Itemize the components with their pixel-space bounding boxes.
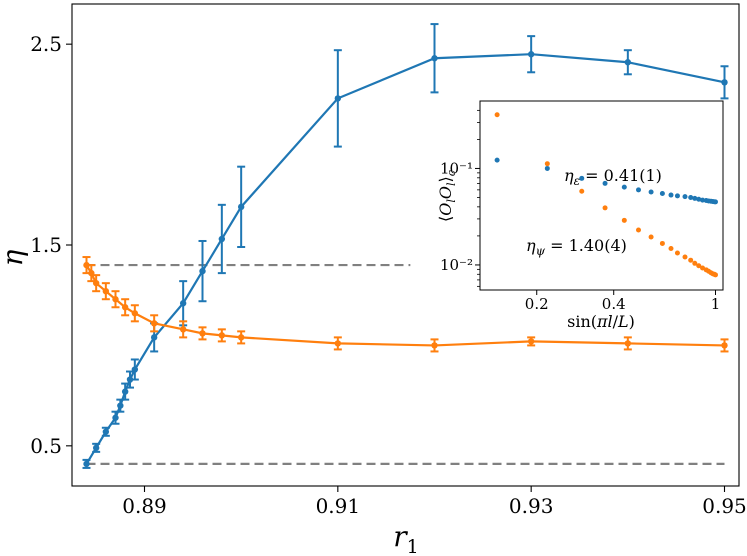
psi-inset-point: [692, 260, 698, 266]
psi-inset-point: [712, 272, 718, 278]
orange-data-point: [431, 342, 438, 349]
inset-x-axis-label: sin(πl/L): [567, 312, 635, 331]
x-tick-label: 0.95: [702, 494, 747, 518]
blue-data-point: [334, 95, 342, 102]
blue-data-point: [218, 235, 226, 243]
blue-data-point: [431, 55, 438, 62]
epsilon-inset-point: [700, 197, 706, 203]
x-tick-label: 0.89: [122, 494, 167, 518]
blue-data-point: [624, 59, 632, 66]
orange-data-point: [721, 342, 728, 349]
main-marks: [82, 23, 729, 469]
blue-data-point: [199, 267, 206, 275]
blue-data-point: [112, 414, 119, 421]
orange-data-point: [624, 340, 632, 347]
inset-x-tick-label: 0.2: [525, 295, 549, 313]
inset-y-axis-label: ⟨OlOl⟩c: [436, 170, 458, 222]
y-tick-label: 0.5: [30, 434, 62, 458]
x-tick-label: 0.93: [509, 494, 554, 518]
epsilon-inset-point: [579, 175, 585, 181]
orange-data-point: [131, 310, 139, 317]
blue-data-point: [121, 388, 129, 395]
orange-data-point: [92, 279, 100, 287]
inset-background: [480, 101, 723, 290]
y-tick-label: 1.5: [30, 233, 62, 257]
y-tick-label: 2.5: [30, 32, 62, 56]
epsilon-inset-point: [602, 180, 608, 186]
blue-data-point: [92, 444, 100, 452]
psi-inset-point: [648, 234, 654, 240]
psi-inset-point: [544, 161, 550, 167]
inset-x-tick-label: 1: [711, 295, 721, 313]
orange-data-point: [83, 261, 90, 269]
epsilon-inset-point: [692, 195, 698, 201]
inset-ticks: 0.2 0.4 1 10⁻² 10⁻¹: [440, 109, 721, 313]
orange-data-point: [218, 332, 226, 339]
inset-frame: [479, 100, 724, 291]
orange-data-point: [150, 320, 158, 327]
epsilon-inset-point: [494, 157, 500, 163]
epsilon-inset-point: [659, 191, 665, 197]
blue-data-point: [102, 428, 110, 435]
main-ticks: 0.89 0.91 0.93 0.95 0.5 1.5 2.5: [30, 32, 747, 518]
psi-inset-point: [494, 112, 500, 118]
psi-inset-point: [579, 188, 585, 194]
inset-y-tick-label: 10⁻¹: [440, 159, 473, 177]
blue-data-point: [721, 79, 728, 86]
x-tick-label: 0.91: [316, 494, 361, 518]
orange-data-point: [334, 340, 342, 347]
y-axis-label: η: [0, 249, 29, 266]
psi-inset-point: [602, 205, 608, 211]
epsilon-inset-point: [712, 199, 718, 205]
psi-inset-point: [696, 263, 702, 269]
orange-data-point: [121, 304, 129, 311]
inset-annotation-psi: ηψ = 1.40(4): [526, 236, 627, 258]
inset-annotation-epsilon: ηε = 0.41(1): [564, 166, 662, 188]
epsilon-inset-point: [674, 193, 680, 199]
orange-data-point: [199, 330, 206, 337]
psi-inset-point: [682, 254, 688, 260]
epsilon-inset-point: [544, 165, 550, 171]
inset-y-tick-label: 10⁻²: [440, 256, 473, 274]
epsilon-inset-point: [648, 189, 654, 195]
orange-data-point: [179, 326, 187, 333]
blue-data-point: [179, 300, 187, 307]
orange-data-point: [237, 334, 245, 341]
inset-marks: [494, 112, 718, 278]
blue-data-point: [237, 203, 245, 211]
inset-x-tick-label: 0.4: [602, 295, 626, 313]
epsilon-inset-point: [682, 194, 688, 200]
blue-data-point: [83, 460, 90, 468]
epsilon-inset-point: [621, 184, 627, 190]
blue-data-point: [126, 376, 134, 383]
blue-data-point: [131, 366, 139, 373]
blue-data-point: [527, 51, 535, 58]
psi-inset-point: [668, 246, 674, 252]
epsilon-inset-point: [636, 187, 642, 193]
psi-inset-point: [636, 227, 642, 233]
epsilon-inset-point: [696, 196, 702, 202]
blue-data-point: [117, 402, 124, 409]
epsilon-inset-point: [668, 192, 674, 198]
psi-inset-point: [621, 217, 627, 223]
psi-inset-point: [659, 240, 665, 246]
orange-data-point: [527, 338, 535, 345]
orange-data-point: [112, 296, 119, 303]
psi-inset-point: [688, 257, 694, 263]
orange-data-point: [102, 287, 110, 295]
epsilon-inset-point: [688, 194, 694, 200]
psi-inset-point: [700, 265, 706, 271]
x-axis-label: r1: [393, 520, 418, 556]
blue-data-point: [150, 334, 158, 341]
psi-inset-point: [674, 250, 680, 256]
